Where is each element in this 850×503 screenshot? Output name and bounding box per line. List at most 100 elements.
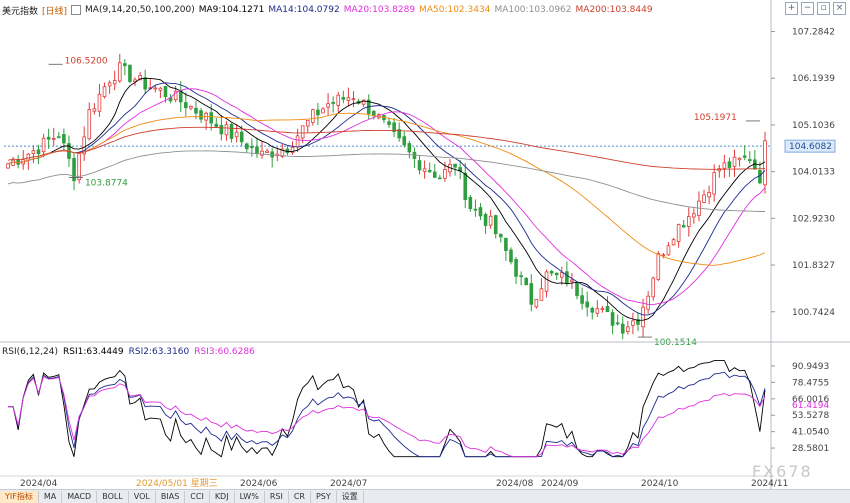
candle-body-down xyxy=(417,160,422,171)
candle xyxy=(671,237,676,246)
candle xyxy=(11,156,15,166)
date-tick-label: 2024/11 xyxy=(751,479,788,489)
candle-body-up xyxy=(351,98,356,101)
candle xyxy=(626,320,630,335)
candle xyxy=(712,164,716,202)
chart-toolbar: + − ▫ × xyxy=(785,2,846,15)
candle xyxy=(16,154,20,169)
candle-body-down xyxy=(178,90,183,103)
period-label[interactable]: [日线] xyxy=(42,6,68,17)
candle-body-down xyxy=(250,146,254,148)
chart-header: 美元指数 [日线] MA(9,14,20,50,100,200) MA9:104… xyxy=(2,2,653,18)
candle-body-up xyxy=(722,162,727,169)
candle-body-up xyxy=(626,326,630,332)
candle-body-up xyxy=(326,103,330,108)
indicator-tab[interactable]: MA xyxy=(39,490,63,503)
candle-body-down xyxy=(255,146,259,154)
candle xyxy=(636,312,640,331)
candle-body-up xyxy=(189,105,193,109)
candle xyxy=(26,152,31,170)
candle xyxy=(620,316,625,340)
indicator-tab[interactable]: LW% xyxy=(235,490,265,503)
fullscreen-icon[interactable]: ▫ xyxy=(817,2,830,15)
candle xyxy=(305,119,310,133)
rsi-header: RSI(6,12,24) RSI1:63.4449 RSI2:63.3160 R… xyxy=(2,347,255,357)
candle-body-up xyxy=(133,79,137,82)
candle-body-up xyxy=(539,288,544,301)
close-icon[interactable]: × xyxy=(833,2,846,15)
candle-body-up xyxy=(488,215,493,226)
candle-body-down xyxy=(239,131,244,143)
candle-body-up xyxy=(600,308,605,311)
zoom-in-icon[interactable]: + xyxy=(785,2,798,15)
candle-body-up xyxy=(534,298,539,308)
candle-body-up xyxy=(300,125,305,139)
candle xyxy=(41,133,46,158)
candle xyxy=(697,191,701,222)
indicator-tab[interactable]: YIF指标 xyxy=(0,490,39,503)
candle-body-down xyxy=(392,122,396,132)
candle xyxy=(336,91,341,112)
indicator-tab[interactable]: MACD xyxy=(62,490,98,503)
candle xyxy=(575,281,579,300)
candle xyxy=(229,123,234,143)
candle-body-down xyxy=(407,143,412,153)
candle xyxy=(351,91,356,108)
rsi-tick-label: 53.5278 xyxy=(792,411,829,421)
candle xyxy=(732,149,737,177)
candle xyxy=(36,144,41,165)
candle-body-down xyxy=(585,301,589,308)
candle xyxy=(387,117,391,128)
candle-body-down xyxy=(742,155,747,158)
rsi1-line xyxy=(8,360,766,458)
indicator-tab[interactable]: BIAS xyxy=(156,490,186,503)
candle-body-down xyxy=(453,163,457,168)
candle xyxy=(412,147,417,168)
candle xyxy=(77,153,81,184)
candle xyxy=(417,155,422,175)
candle-body-down xyxy=(483,214,488,226)
candle xyxy=(610,309,615,335)
indicator-tab[interactable]: VOL xyxy=(129,490,156,503)
indicator-tab[interactable]: CR xyxy=(289,490,311,503)
candle xyxy=(509,247,513,265)
candle xyxy=(392,117,396,138)
indicator-tab[interactable]: 设置 xyxy=(337,490,364,503)
candle-body-up xyxy=(138,75,142,81)
candle xyxy=(615,314,620,326)
candle xyxy=(676,223,681,248)
indicator-tab[interactable]: RSI xyxy=(265,490,289,503)
indicator-tab[interactable]: KDJ xyxy=(210,490,235,503)
candle-body-down xyxy=(605,306,610,313)
candle xyxy=(443,161,447,182)
candle-body-down xyxy=(72,158,76,182)
candle xyxy=(514,256,518,285)
price-tick-label: 102.9230 xyxy=(792,214,835,224)
candle xyxy=(717,164,722,178)
candle-body-down xyxy=(387,121,391,125)
candle-body-up xyxy=(26,153,31,161)
candle xyxy=(707,185,711,204)
candle-body-up xyxy=(6,163,10,169)
indicator-tab[interactable]: PSY xyxy=(311,490,337,503)
candle-body-down xyxy=(681,225,686,228)
candle-body-down xyxy=(463,172,468,200)
rsi2-label: RSI2:63.3160 xyxy=(128,347,190,357)
candle xyxy=(199,107,203,123)
candle xyxy=(539,278,544,301)
indicator-tab[interactable]: CCI xyxy=(185,490,210,503)
candle-body-up xyxy=(102,86,107,97)
candle xyxy=(483,212,488,235)
candle xyxy=(244,142,249,153)
candle xyxy=(565,261,569,287)
candle-body-up xyxy=(153,87,158,90)
indicator-tab[interactable]: BOLL xyxy=(97,490,129,503)
settings-checkbox-icon[interactable] xyxy=(71,5,82,15)
zoom-out-icon[interactable]: − xyxy=(801,2,814,15)
candle-body-down xyxy=(636,319,640,325)
candle-body-up xyxy=(321,108,325,114)
candle xyxy=(356,98,361,105)
candle-body-down xyxy=(57,136,61,139)
candle-body-up xyxy=(234,131,239,138)
